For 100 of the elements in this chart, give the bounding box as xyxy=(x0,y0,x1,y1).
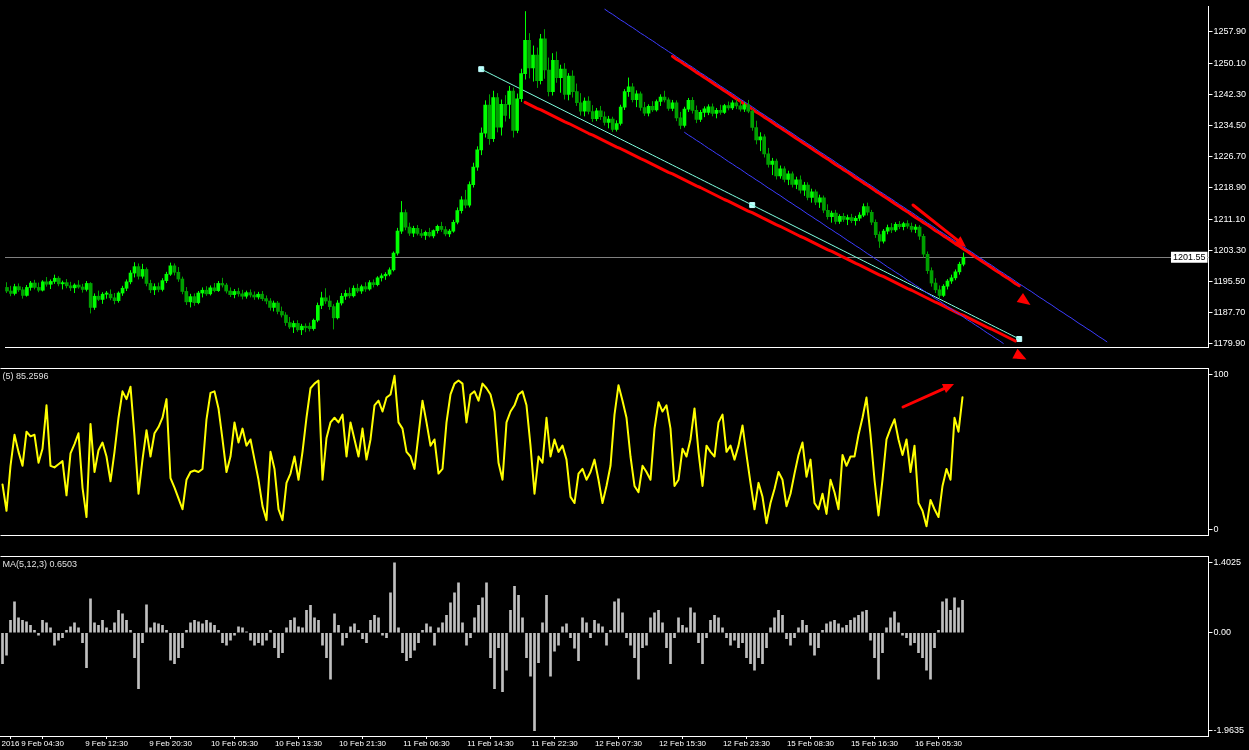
bar xyxy=(961,599,964,633)
bar xyxy=(689,607,692,633)
bar xyxy=(21,619,24,633)
bar xyxy=(485,582,488,633)
bar xyxy=(581,617,584,633)
bar xyxy=(237,626,240,633)
bar xyxy=(781,614,784,633)
y-tick-label: 1.4025 xyxy=(1213,557,1242,568)
bar xyxy=(269,629,272,633)
bar xyxy=(153,622,156,633)
x-tick-label: 10 Feb 05:30 xyxy=(210,739,259,748)
bar xyxy=(137,632,140,689)
bar xyxy=(37,632,40,636)
bar xyxy=(533,632,536,732)
bar xyxy=(277,632,280,658)
bar xyxy=(241,627,244,633)
y-tick-label: 1257.90 xyxy=(1213,26,1247,37)
bar xyxy=(429,626,432,633)
x-tick-label: 16 Feb 05:30 xyxy=(914,739,963,748)
bar xyxy=(713,614,716,633)
bar xyxy=(593,619,596,633)
bar xyxy=(381,632,384,636)
bar xyxy=(205,619,208,633)
chart-title: (5) 85.2596 xyxy=(2,371,49,382)
bar xyxy=(213,624,216,633)
bar xyxy=(877,632,880,680)
bar xyxy=(29,624,32,633)
bar xyxy=(789,632,792,646)
bar xyxy=(173,632,176,664)
y-tick-label: 0 xyxy=(1213,523,1219,534)
y-tick-label: 1218.90 xyxy=(1213,182,1247,193)
bar xyxy=(89,598,92,633)
bar xyxy=(909,632,912,646)
bar xyxy=(97,624,100,633)
candlestick xyxy=(49,278,53,290)
bar xyxy=(709,619,712,633)
ref-line-label: 1201.55 xyxy=(1172,252,1206,263)
x-tick-label: 12 Feb 23:30 xyxy=(722,739,771,748)
bar xyxy=(69,626,72,633)
bar xyxy=(929,632,932,680)
y-tick-label: 1250.10 xyxy=(1213,57,1247,68)
bar xyxy=(657,609,660,633)
bar xyxy=(561,626,564,633)
bar xyxy=(861,611,864,633)
bar xyxy=(841,627,844,633)
bar xyxy=(589,632,592,639)
bar xyxy=(853,617,856,633)
x-tick-label: 12 Feb 07:30 xyxy=(594,739,643,748)
bar xyxy=(333,613,336,633)
bar xyxy=(501,632,504,692)
bar xyxy=(637,632,640,680)
x-tick-label: 11 Feb 22:30 xyxy=(531,739,579,748)
bar xyxy=(201,623,204,633)
bar xyxy=(405,632,408,661)
x-tick-label: 15 Feb 08:30 xyxy=(786,739,835,748)
candlestick xyxy=(718,104,723,116)
bar xyxy=(209,622,212,633)
bar xyxy=(549,632,552,677)
bar xyxy=(65,629,68,633)
bar xyxy=(1,632,4,664)
bar xyxy=(825,623,828,633)
bar xyxy=(317,619,320,633)
bar xyxy=(73,622,76,633)
bar xyxy=(145,604,148,633)
bar xyxy=(349,626,352,633)
y-tick-label: 1203.30 xyxy=(1213,244,1247,255)
bar xyxy=(361,632,364,640)
bar xyxy=(253,632,256,646)
candlestick xyxy=(846,214,850,226)
bar xyxy=(729,632,732,646)
bar xyxy=(157,623,160,633)
bar xyxy=(865,609,868,633)
bar xyxy=(293,617,296,633)
bar xyxy=(165,629,168,633)
bar xyxy=(117,609,120,633)
bar xyxy=(193,619,196,633)
y-tick-label: 1226.70 xyxy=(1213,151,1247,162)
x-tick-label: 11 Feb 14:30 xyxy=(467,739,515,748)
y-tick-label: 1179.90 xyxy=(1213,338,1246,349)
bar xyxy=(45,622,48,633)
bar xyxy=(433,632,436,646)
bar xyxy=(121,613,124,633)
y-tick-label: 0.00 xyxy=(1213,627,1232,638)
x-tick-label: 15 Feb 16:30 xyxy=(850,739,899,748)
bar xyxy=(101,619,104,633)
bar xyxy=(305,609,308,633)
candlestick xyxy=(602,111,607,127)
bar xyxy=(645,632,648,646)
bar xyxy=(545,594,548,633)
bar xyxy=(369,619,372,633)
bar xyxy=(577,632,580,661)
bar xyxy=(13,601,16,633)
bar xyxy=(901,632,904,636)
bar xyxy=(857,614,860,633)
bar xyxy=(893,611,896,633)
bar xyxy=(257,632,260,644)
bar xyxy=(457,582,460,633)
y-tick-label: 1242.30 xyxy=(1213,88,1247,99)
bar xyxy=(829,621,832,633)
bar xyxy=(777,609,780,633)
